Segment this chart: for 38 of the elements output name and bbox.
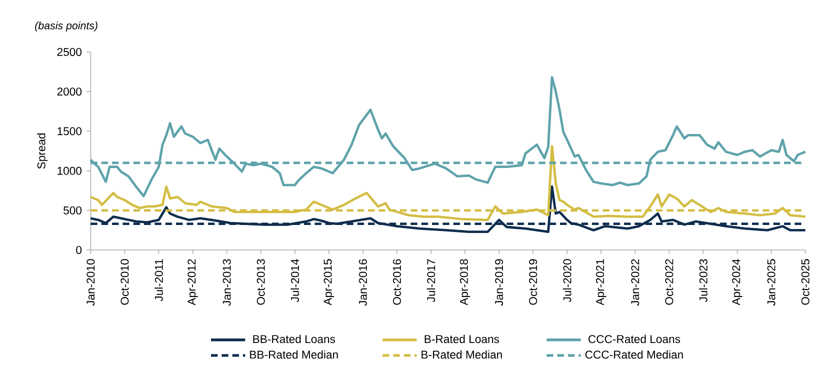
legend-label: B-Rated Loans [424, 334, 500, 344]
x-tick-label: Oct-2016 [392, 259, 401, 305]
x-tick-label: Apr-2012 [188, 259, 198, 306]
x-tick-label: Jan-2022 [631, 259, 640, 306]
y-tick-label: 2000 [57, 88, 82, 96]
legend-label: B-Rated Median [422, 350, 502, 359]
x-tick-label: Jul-2011 [154, 259, 163, 302]
legend-label: BB-Rated Median [250, 350, 338, 359]
y-tick-label: 2500 [57, 48, 82, 56]
x-tick-label: Apr-2018 [460, 259, 470, 306]
x-tick-label: Jul-2014 [290, 259, 300, 302]
text: (basis points) [35, 21, 98, 32]
y-axis-title: Spread [37, 133, 48, 169]
y-tick-label: 0 [76, 246, 82, 254]
legend-label: BB-Rated Loans [253, 334, 336, 344]
x-tick-label: Oct-2025 [801, 259, 810, 305]
x-tick-label: Oct-2019 [529, 259, 538, 305]
x-tick-label: Oct-2013 [256, 259, 265, 305]
x-tick-label: Jan-2025 [767, 259, 776, 306]
x-tick-label: Jul-2017 [426, 259, 436, 302]
x-tick-label: Jul-2020 [562, 259, 572, 302]
x-tick-label: Apr-2024 [732, 259, 742, 306]
y-tick-label: 500 [64, 206, 82, 214]
line-series [89, 76, 807, 198]
legend-label: CCC-Rated Loans [588, 334, 680, 344]
x-tick-label: Oct-2022 [665, 259, 674, 305]
x-tick-label: Jan-2016 [358, 259, 367, 306]
line-series [89, 185, 807, 233]
legend-label: CCC-Rated Median [585, 350, 683, 359]
y-tick-label: 1000 [58, 166, 82, 175]
x-tick-label: Apr-2015 [324, 259, 334, 306]
x-tick-label: Jul-2023 [699, 259, 708, 302]
x-tick-label: Jan-2019 [495, 259, 504, 306]
x-tick-label: Oct-2010 [120, 259, 129, 305]
x-tick-label: Jan-2010 [86, 259, 95, 306]
x-tick-label: Apr-2021 [596, 259, 606, 306]
x-tick-label: Jan-2013 [222, 259, 231, 306]
y-tick-label: 1500 [58, 127, 82, 136]
